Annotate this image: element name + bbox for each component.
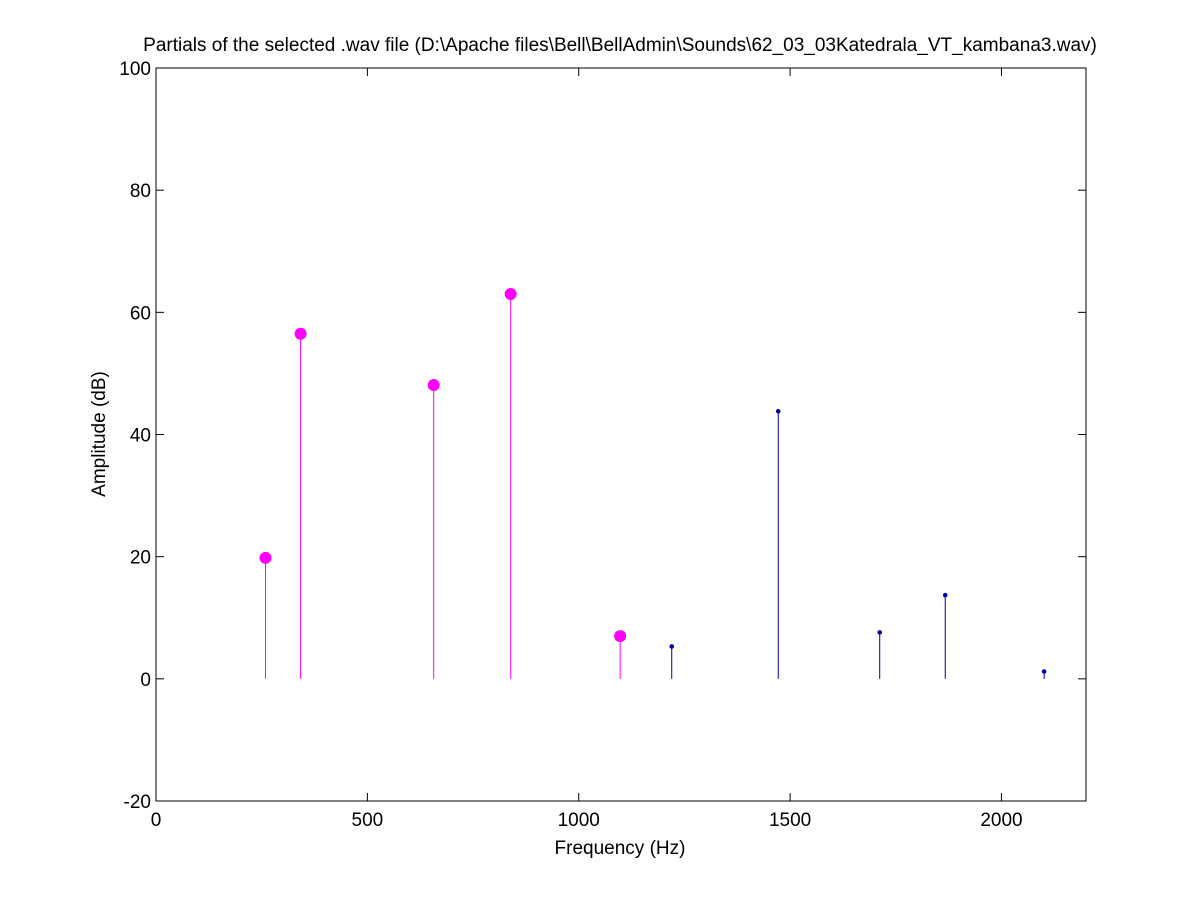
series-0 bbox=[259, 288, 627, 679]
x-tick-label: 500 bbox=[352, 810, 384, 831]
y-tick-label: 40 bbox=[130, 426, 151, 447]
y-tick-label: 80 bbox=[130, 181, 151, 202]
chart-title: Partials of the selected .wav file (D:\A… bbox=[143, 35, 1097, 56]
stem-marker bbox=[1041, 669, 1047, 674]
stem-marker bbox=[504, 288, 517, 301]
x-tick-label: 0 bbox=[151, 810, 162, 831]
stem-marker bbox=[669, 644, 675, 649]
series-1 bbox=[669, 408, 1047, 679]
x-tick-label: 1500 bbox=[769, 810, 811, 831]
stem-marker bbox=[427, 379, 440, 392]
x-axis-label: Frequency (Hz) bbox=[555, 838, 686, 859]
x-tick-label: 2000 bbox=[980, 810, 1022, 831]
stem-marker bbox=[775, 408, 781, 414]
stems-layer bbox=[259, 288, 1047, 679]
y-tick-label: 60 bbox=[130, 303, 151, 324]
y-tick-label: -20 bbox=[124, 792, 151, 813]
y-tick-label: 0 bbox=[140, 670, 151, 691]
stem-marker bbox=[614, 630, 627, 643]
stem-marker bbox=[294, 327, 307, 340]
x-tick-label: 1000 bbox=[558, 810, 600, 831]
stem-marker bbox=[877, 630, 883, 635]
y-axis-label: Amplitude (dB) bbox=[89, 371, 110, 497]
axes-box bbox=[155, 67, 1087, 802]
stem-marker bbox=[259, 551, 272, 564]
y-tick-label: 20 bbox=[130, 548, 151, 569]
y-tick-label: 100 bbox=[119, 59, 151, 80]
stem-marker bbox=[942, 592, 948, 598]
